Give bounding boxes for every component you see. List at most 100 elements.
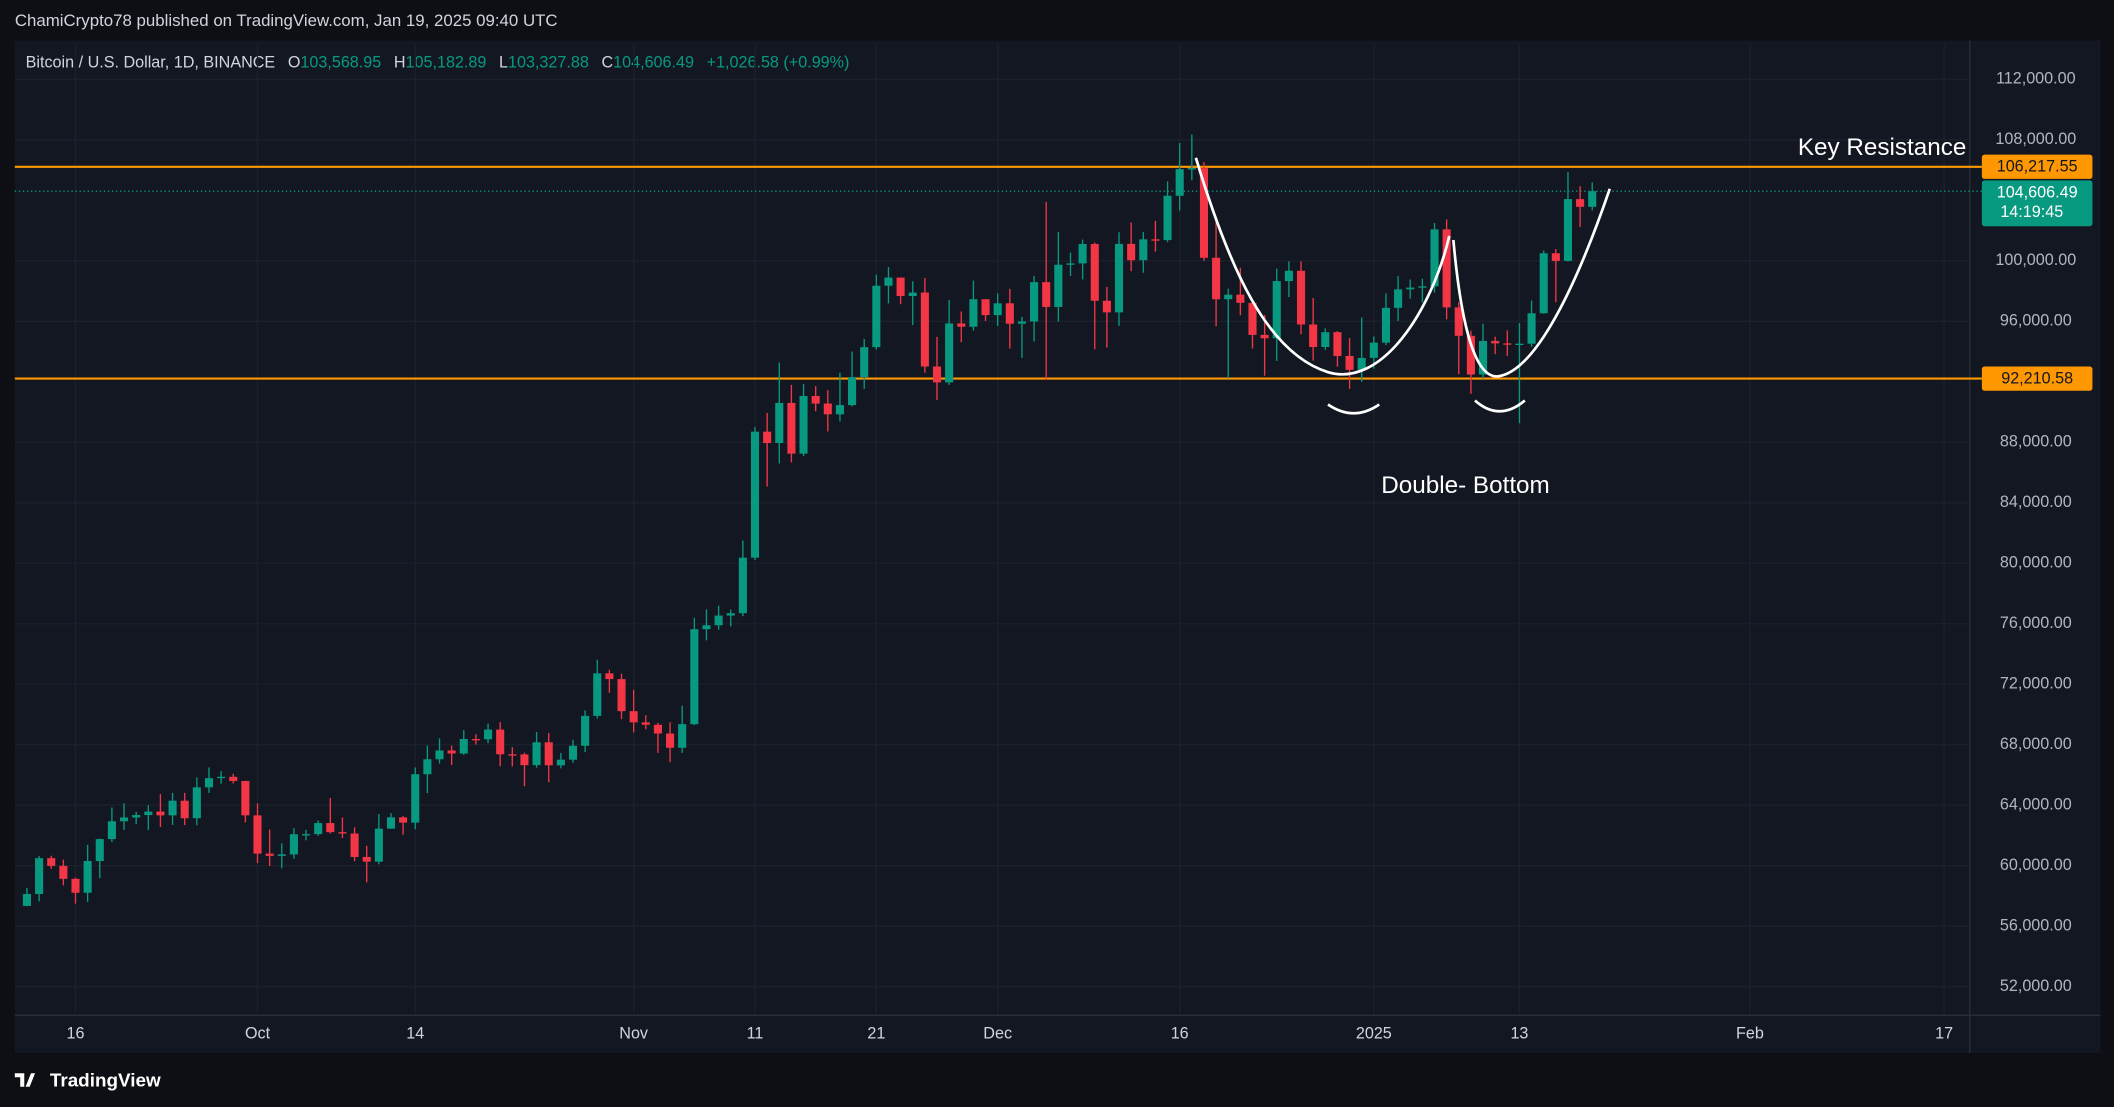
x-tick-label: 14 [406,1024,424,1042]
candle-body [59,865,68,879]
chart-panel [14,40,2101,1054]
candle-body [593,673,602,716]
legend-key: C [601,54,613,72]
x-tick-label: 21 [867,1024,885,1042]
candle-body [217,776,226,779]
candle-body [1066,263,1075,265]
legend-symbol: Bitcoin / U.S. Dollar, 1D, BINANCE [26,54,276,72]
candle-body [338,832,347,834]
candle-body [993,303,1002,316]
candle-body [1588,191,1597,207]
candle-body [848,377,857,406]
last-price-label: 104,606.49 [1997,183,2078,201]
candle-body [1563,199,1573,261]
logo-mark [14,1073,36,1087]
x-tick-label: 2025 [1356,1024,1392,1042]
candle-body [1078,244,1087,264]
candle-body [277,854,286,856]
candle-body [1466,335,1475,375]
candle-body [1357,357,1366,370]
drawn-smile [1327,403,1380,415]
axes: 52,000.00 56,000.00 60,000.00 64,000.00 68,0… [67,70,2093,1042]
drawn-smile [1474,399,1526,413]
legend-change: +1,026.58 (+0.99%) [707,54,850,72]
candle-body [156,811,165,816]
candle-body [690,629,699,725]
candle-body [1272,281,1281,339]
candle-body [71,878,80,893]
candle-body [459,738,468,754]
candle-body [738,557,747,614]
candle-body [1030,282,1039,322]
candle-body [1418,286,1427,288]
x-tick-label: 13 [1510,1024,1528,1042]
candle-body [362,856,371,862]
candle-body [1042,282,1051,307]
candle-body [1199,168,1208,258]
candle-body [957,323,966,327]
candles [22,134,1597,907]
candle-body [666,733,675,748]
candle-body [908,292,917,297]
level-label: 106,217.55 [1997,158,2078,176]
candle-body [884,277,893,286]
candle-body [714,615,723,626]
candle-body [581,715,590,746]
candle-body [544,742,553,766]
y-tick-label: 108,000.00 [1995,130,2076,148]
grid [14,44,1969,1014]
annotation: Double- Bottom [1381,472,1549,499]
candle-body [787,402,796,454]
candle-body [1054,264,1063,307]
candle-body [83,861,92,893]
candle-body [1017,321,1026,324]
candle-body [1454,307,1463,336]
y-tick-label: 72,000.00 [2000,675,2072,693]
candle-body [204,778,214,788]
level-badge [1981,366,2093,391]
candle-body [605,673,614,680]
candle-body [1187,168,1196,170]
candle-body [896,277,905,297]
candle-body [471,738,480,741]
brand: TradingView [50,1069,161,1090]
candle-body [617,679,626,712]
candle-body [823,403,832,415]
candle-body [253,815,262,854]
footer-logo: TradingView [14,1069,161,1090]
y-tick-label: 88,000.00 [2000,433,2072,451]
candle-body [132,815,141,818]
y-tick-label: 64,000.00 [2000,795,2072,813]
candle-body [1576,199,1585,207]
drawings [1194,157,1612,415]
candle-body [302,834,311,836]
candle-body [22,893,32,906]
candle-body [1248,302,1257,335]
candle-body [35,858,44,894]
candle-body [1527,313,1536,344]
y-tick-label: 60,000.00 [2000,856,2072,874]
x-tick-label: 16 [1171,1024,1189,1042]
legend-key: O [288,54,301,72]
publisher: ChamiCrypto78 published on TradingView.c… [15,11,558,30]
candle-body [678,724,687,748]
candle-body [1212,257,1221,300]
candle-body [1381,307,1391,343]
candle-body [520,754,529,766]
candle-body [1478,340,1488,375]
candle-body [981,299,990,316]
legend-value: 103,568.95 [300,54,381,72]
candle-body [1503,343,1512,345]
candle-body [192,787,201,819]
candle-body [47,858,56,866]
legend-key: L [499,54,508,72]
candle-body [1102,300,1111,313]
y-tick-label: 112,000.00 [1996,70,2076,88]
candle-body [1175,169,1184,196]
candle-body [1539,253,1548,314]
x-tick-label: Feb [1736,1024,1764,1042]
y-tick-label: 96,000.00 [2000,312,2072,330]
candle-body [496,729,505,755]
